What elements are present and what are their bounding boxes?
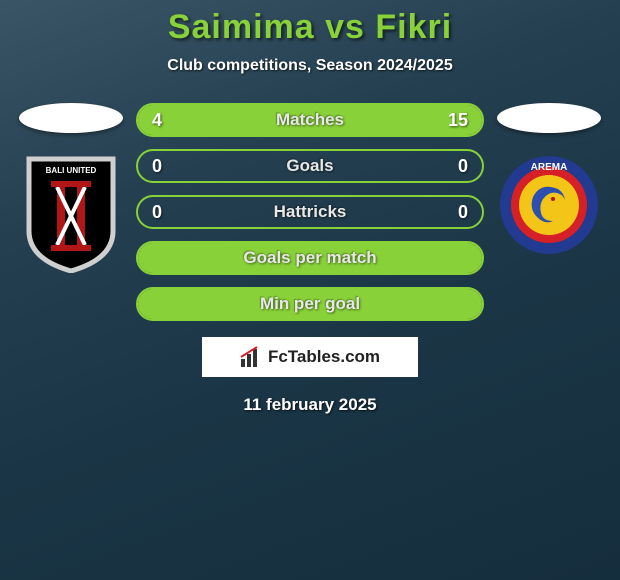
- stat-left-value: 0: [152, 156, 162, 177]
- bali-united-crest-icon: BALI UNITED: [21, 155, 121, 273]
- stat-label: Min per goal: [260, 294, 360, 314]
- comparison-area: BALI UNITED 4 15 Matches 0 0 Goals 0 0 Hattricks…: [0, 103, 620, 321]
- watermark-text: FcTables.com: [268, 347, 380, 367]
- stats-column: 4 15 Matches 0 0 Goals 0 0 Hattricks Goals per ma…: [136, 103, 484, 321]
- stat-label: Goals per match: [243, 248, 376, 268]
- watermark: FcTables.com: [202, 337, 418, 377]
- stat-label: Hattricks: [274, 202, 347, 222]
- right-flag-placeholder: [497, 103, 601, 133]
- right-club-badge: AREMA: [499, 155, 599, 255]
- right-badge-text: AREMA: [531, 162, 568, 173]
- stat-right-value: 0: [458, 156, 468, 177]
- left-player-side: BALI UNITED: [16, 103, 126, 273]
- stat-fill-left: [138, 105, 210, 135]
- stat-row: 4 15 Matches: [136, 103, 484, 137]
- arema-crest-icon: AREMA: [499, 155, 599, 255]
- stat-right-value: 15: [448, 110, 468, 131]
- stat-left-value: 0: [152, 202, 162, 223]
- bar-chart-icon: [240, 346, 262, 368]
- stat-fill-right: [210, 105, 482, 135]
- stat-row: Goals per match: [136, 241, 484, 275]
- page-subtitle: Club competitions, Season 2024/2025: [167, 57, 452, 75]
- stat-row: Min per goal: [136, 287, 484, 321]
- stat-left-value: 4: [152, 110, 162, 131]
- date-text: 11 february 2025: [243, 395, 376, 415]
- stat-row: 0 0 Goals: [136, 149, 484, 183]
- page-title: Saimima vs Fikri: [168, 8, 452, 47]
- stat-label: Goals: [286, 156, 333, 176]
- stat-label: Matches: [276, 110, 344, 130]
- left-flag-placeholder: [19, 103, 123, 133]
- right-player-side: AREMA: [494, 103, 604, 255]
- left-club-badge: BALI UNITED: [21, 155, 121, 273]
- stat-right-value: 0: [458, 202, 468, 223]
- left-badge-text: BALI UNITED: [46, 166, 97, 175]
- stat-row: 0 0 Hattricks: [136, 195, 484, 229]
